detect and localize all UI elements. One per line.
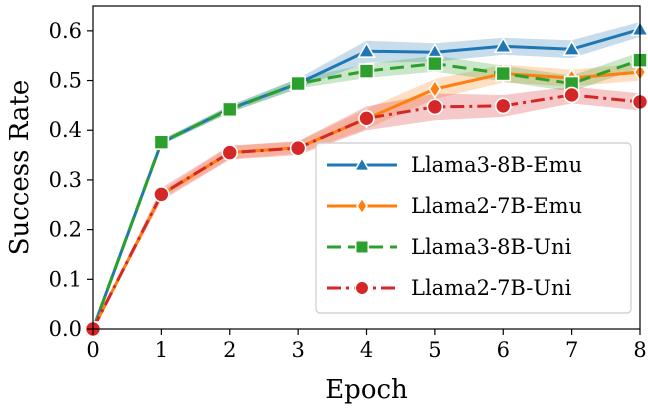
point-llama2-7b-uni-2 [221,144,239,161]
x-tick-label-1: 1 [155,338,168,362]
y-tick-label-0.5: 0.5 [49,69,82,93]
legend-label-llama3-8b-uni: Llama3-8B-Uni [411,235,572,259]
legend-marker-llama2-7b-emu [356,196,368,216]
x-tick-label-2: 2 [223,338,236,362]
y-tick-label-0.2: 0.2 [49,218,82,242]
legend: Llama3-8B-Emu Llama2-7B-Emu Llama3-8B-Uni L… [315,142,632,314]
x-axis-title: Epoch [325,375,408,405]
y-axis-title: Success Rate [5,80,35,256]
legend-box [315,142,632,314]
x-tick-label-6: 6 [497,338,510,362]
legend-marker-llama3-8b-uni [354,239,370,255]
point-llama3-8b-emu-7 [562,39,582,57]
y-tick-label-0.4: 0.4 [49,118,82,142]
x-tick-label-7: 7 [565,338,578,362]
y-axis-ticks: 0.0 0.1 0.2 0.3 0.4 0.5 0.6 [49,19,93,341]
point-llama2-7b-uni-1 [153,186,170,203]
point-llama3-8b-uni-4 [358,63,375,79]
x-tick-label-4: 4 [360,338,373,362]
legend-label-llama3-8b-emu: Llama3-8B-Emu [411,153,582,177]
y-tick-label-0.6: 0.6 [49,19,82,43]
point-llama2-7b-uni-6 [494,97,512,115]
point-llama3-8b-uni-6 [495,65,512,82]
point-llama3-8b-uni-1 [153,134,170,150]
point-llama2-7b-uni-3 [289,139,307,157]
legend-label-llama2-7b-emu: Llama2-7B-Emu [411,194,582,218]
y-tick-label-0.0: 0.0 [49,317,82,341]
legend-marker-llama2-7b-uni [354,280,370,296]
point-llama3-8b-uni-2 [221,101,238,118]
point-llama3-8b-emu-4 [357,41,376,59]
legend-label-llama2-7b-uni: Llama2-7B-Uni [411,276,572,300]
point-llama2-7b-uni-4 [358,110,375,127]
x-tick-label-3: 3 [291,338,304,362]
x-tick-label-0: 0 [86,338,99,362]
x-axis-ticks: 0 1 2 3 4 5 6 7 8 [86,329,647,362]
y-tick-label-0.1: 0.1 [49,267,82,291]
y-tick-label-0.3: 0.3 [49,168,82,192]
point-llama2-7b-emu-5 [428,79,442,99]
point-llama3-8b-uni-3 [290,75,306,92]
x-tick-label-8: 8 [633,338,646,362]
legend-marker-llama3-8b-emu [353,156,371,172]
x-tick-label-5: 5 [428,338,441,362]
point-llama2-7b-uni-7 [563,86,580,104]
point-llama2-7b-uni-5 [426,98,444,116]
line-llama3-8b-uni [91,58,641,330]
band-llama3-8b-emu [93,21,640,329]
point-llama3-8b-uni-5 [427,55,443,72]
point-llama3-8b-emu-6 [493,36,513,54]
